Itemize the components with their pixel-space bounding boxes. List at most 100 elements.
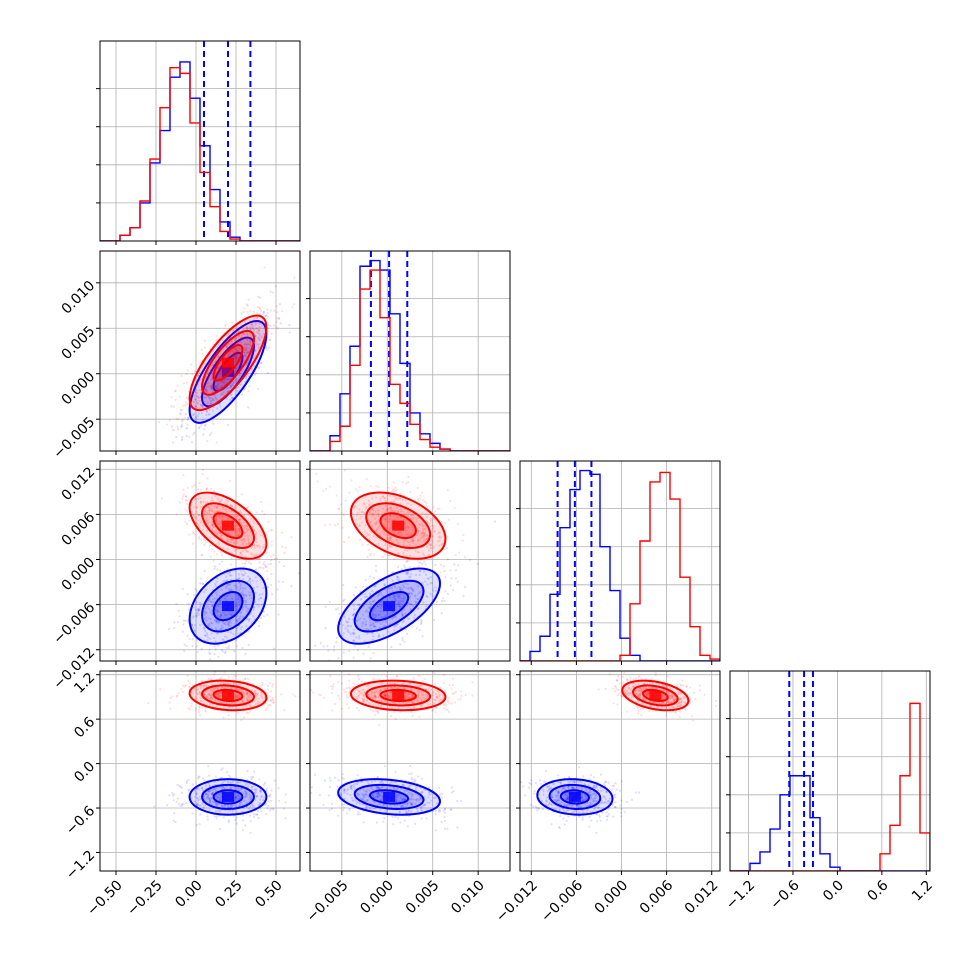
scatter-point xyxy=(250,705,253,708)
scatter-point xyxy=(258,701,261,704)
scatter-point xyxy=(243,540,246,543)
scatter-point xyxy=(222,351,225,354)
scatter-point xyxy=(263,326,266,329)
scatter-point xyxy=(225,381,228,384)
scatter-point xyxy=(203,794,206,797)
scatter-point xyxy=(394,497,397,500)
scatter-point xyxy=(243,532,246,535)
scatter-point xyxy=(247,630,250,633)
scatter-point xyxy=(215,349,218,353)
scatter-point xyxy=(220,553,224,556)
scatter-point xyxy=(209,693,212,697)
scatter-point xyxy=(198,606,201,609)
scatter-point xyxy=(240,625,244,629)
scatter-point xyxy=(219,569,222,572)
scatter-point xyxy=(198,523,201,526)
scatter-point xyxy=(432,527,435,530)
scatter-point xyxy=(294,695,297,698)
scatter-point xyxy=(226,583,230,586)
scatter-point xyxy=(199,403,202,407)
scatter-point xyxy=(239,598,242,601)
scatter-point xyxy=(434,810,437,813)
scatter-point xyxy=(192,531,195,535)
scatter-point xyxy=(210,510,214,513)
scatter-point xyxy=(240,393,244,396)
scatter-point xyxy=(195,416,198,419)
scatter-point xyxy=(205,385,208,388)
scatter-point xyxy=(396,595,399,598)
scatter-point xyxy=(197,709,201,712)
scatter-point xyxy=(280,693,283,696)
scatter-point xyxy=(411,588,415,591)
scatter-point xyxy=(377,635,380,638)
scatter-point xyxy=(210,515,213,519)
scatter-point xyxy=(347,787,350,791)
scatter-point xyxy=(383,615,386,618)
scatter-point xyxy=(252,770,256,773)
scatter-point xyxy=(413,613,416,617)
scatter-point xyxy=(242,615,245,618)
scatter-point xyxy=(429,582,432,585)
scatter-point xyxy=(453,506,456,509)
scatter-point xyxy=(176,384,179,387)
scatter-point xyxy=(218,514,221,518)
scatter-point xyxy=(216,407,219,410)
scatter-point xyxy=(184,684,187,687)
scatter-point xyxy=(244,322,247,326)
scatter-point xyxy=(403,548,406,552)
scatter-point xyxy=(199,361,202,364)
scatter-point xyxy=(207,765,210,768)
scatter-point xyxy=(256,603,259,606)
scatter-point xyxy=(363,511,366,514)
scatter-point xyxy=(398,605,401,608)
scatter-point xyxy=(247,350,250,353)
scatter-point xyxy=(208,648,211,651)
scatter-point xyxy=(178,395,182,398)
scatter-point xyxy=(246,362,249,365)
ticks xyxy=(306,298,479,455)
scatter-point xyxy=(209,600,213,603)
scatter-point xyxy=(404,798,407,801)
scatter-point xyxy=(230,706,234,709)
scatter-point xyxy=(266,315,270,318)
scatter-point xyxy=(242,351,245,354)
scatter-point xyxy=(173,627,176,630)
scatter-point xyxy=(210,365,213,368)
scatter-point xyxy=(476,562,479,565)
scatter-point xyxy=(355,488,358,491)
scatter-point xyxy=(260,795,264,798)
scatter-point xyxy=(254,692,257,695)
scatter-point xyxy=(376,513,379,516)
scatter-point xyxy=(420,806,423,809)
scatter-point xyxy=(427,553,430,556)
scatter-point xyxy=(397,552,400,555)
scatter-point xyxy=(259,791,262,794)
scatter-point xyxy=(257,295,260,298)
scatter-point xyxy=(187,435,191,438)
scatter-point xyxy=(235,348,239,352)
scatter-point xyxy=(353,644,357,648)
scatter-point xyxy=(401,588,404,591)
scatter-point xyxy=(224,597,227,601)
scatter-point xyxy=(208,797,211,800)
scatter-point xyxy=(364,592,367,596)
scatter-point xyxy=(199,374,202,377)
scatter-point xyxy=(380,794,383,797)
scatter-point xyxy=(377,786,380,789)
scatter-point xyxy=(417,565,420,568)
scatter-point xyxy=(201,352,205,356)
scatter-point xyxy=(173,390,177,393)
scatter-point xyxy=(418,628,421,631)
scatter-point xyxy=(421,635,424,638)
scatter-point xyxy=(414,549,417,553)
scatter-point xyxy=(352,656,355,659)
scatter-point xyxy=(263,561,266,564)
scatter-point xyxy=(398,600,401,603)
scatter-point xyxy=(364,610,367,613)
scatter-point xyxy=(209,536,212,539)
scatter-point xyxy=(342,583,345,587)
scatter-point xyxy=(203,797,206,800)
scatter-point xyxy=(237,527,240,530)
scatter-point xyxy=(398,587,402,591)
scatter-point xyxy=(358,508,361,511)
